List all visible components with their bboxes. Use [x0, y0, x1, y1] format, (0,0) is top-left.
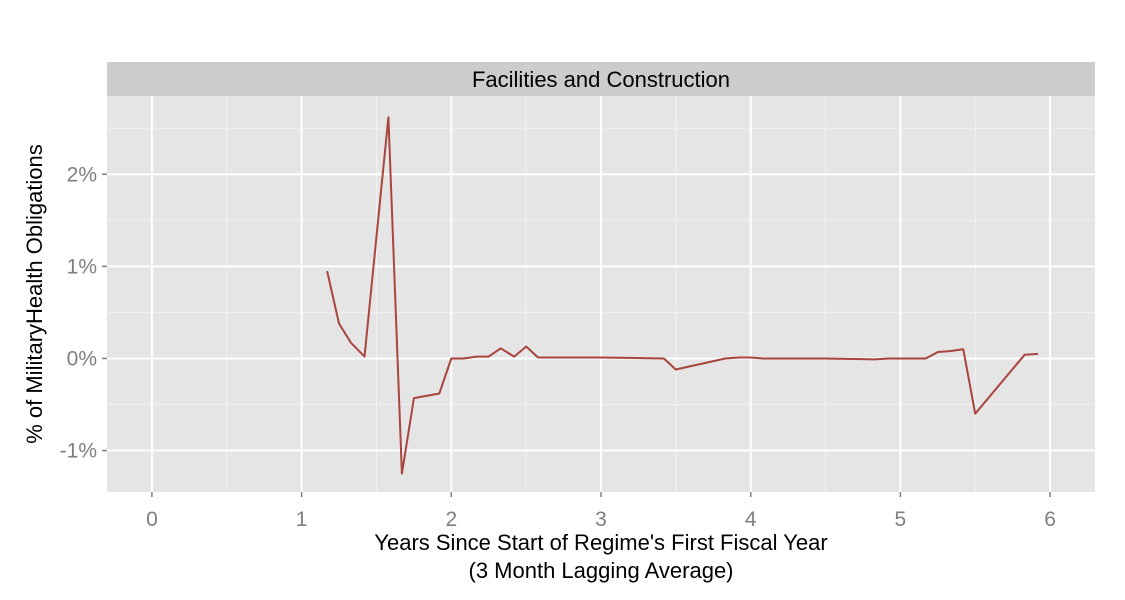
x-axis-ticks: 0 1 2 3 4 5 6 — [146, 492, 1056, 531]
y-tick-label: 2% — [67, 163, 97, 186]
y-tick-label: 0% — [67, 347, 97, 370]
x-tick-label: 5 — [895, 508, 907, 531]
x-tick-label: 6 — [1044, 508, 1056, 531]
x-tick-label: 3 — [595, 508, 607, 531]
facet-title: Facilities and Construction — [472, 67, 730, 92]
y-axis-ticks: -1% 0% 1% 2% — [60, 163, 107, 463]
series-layer — [326, 116, 1039, 475]
facet-strip — [107, 62, 1095, 96]
x-tick-label: 4 — [745, 508, 757, 531]
y-axis-title: % of MilitaryHealth Obligations — [22, 144, 47, 444]
x-tick-label: 1 — [296, 508, 308, 531]
x-tick-label: 0 — [146, 508, 158, 531]
x-tick-label: 2 — [445, 508, 457, 531]
x-axis-title: Years Since Start of Regime's First Fisc… — [374, 530, 827, 555]
x-axis-title-line2: (3 Month Lagging Average) — [469, 558, 734, 583]
y-tick-label: 1% — [67, 255, 97, 278]
series-line — [326, 116, 1039, 475]
y-tick-label: -1% — [60, 440, 97, 463]
